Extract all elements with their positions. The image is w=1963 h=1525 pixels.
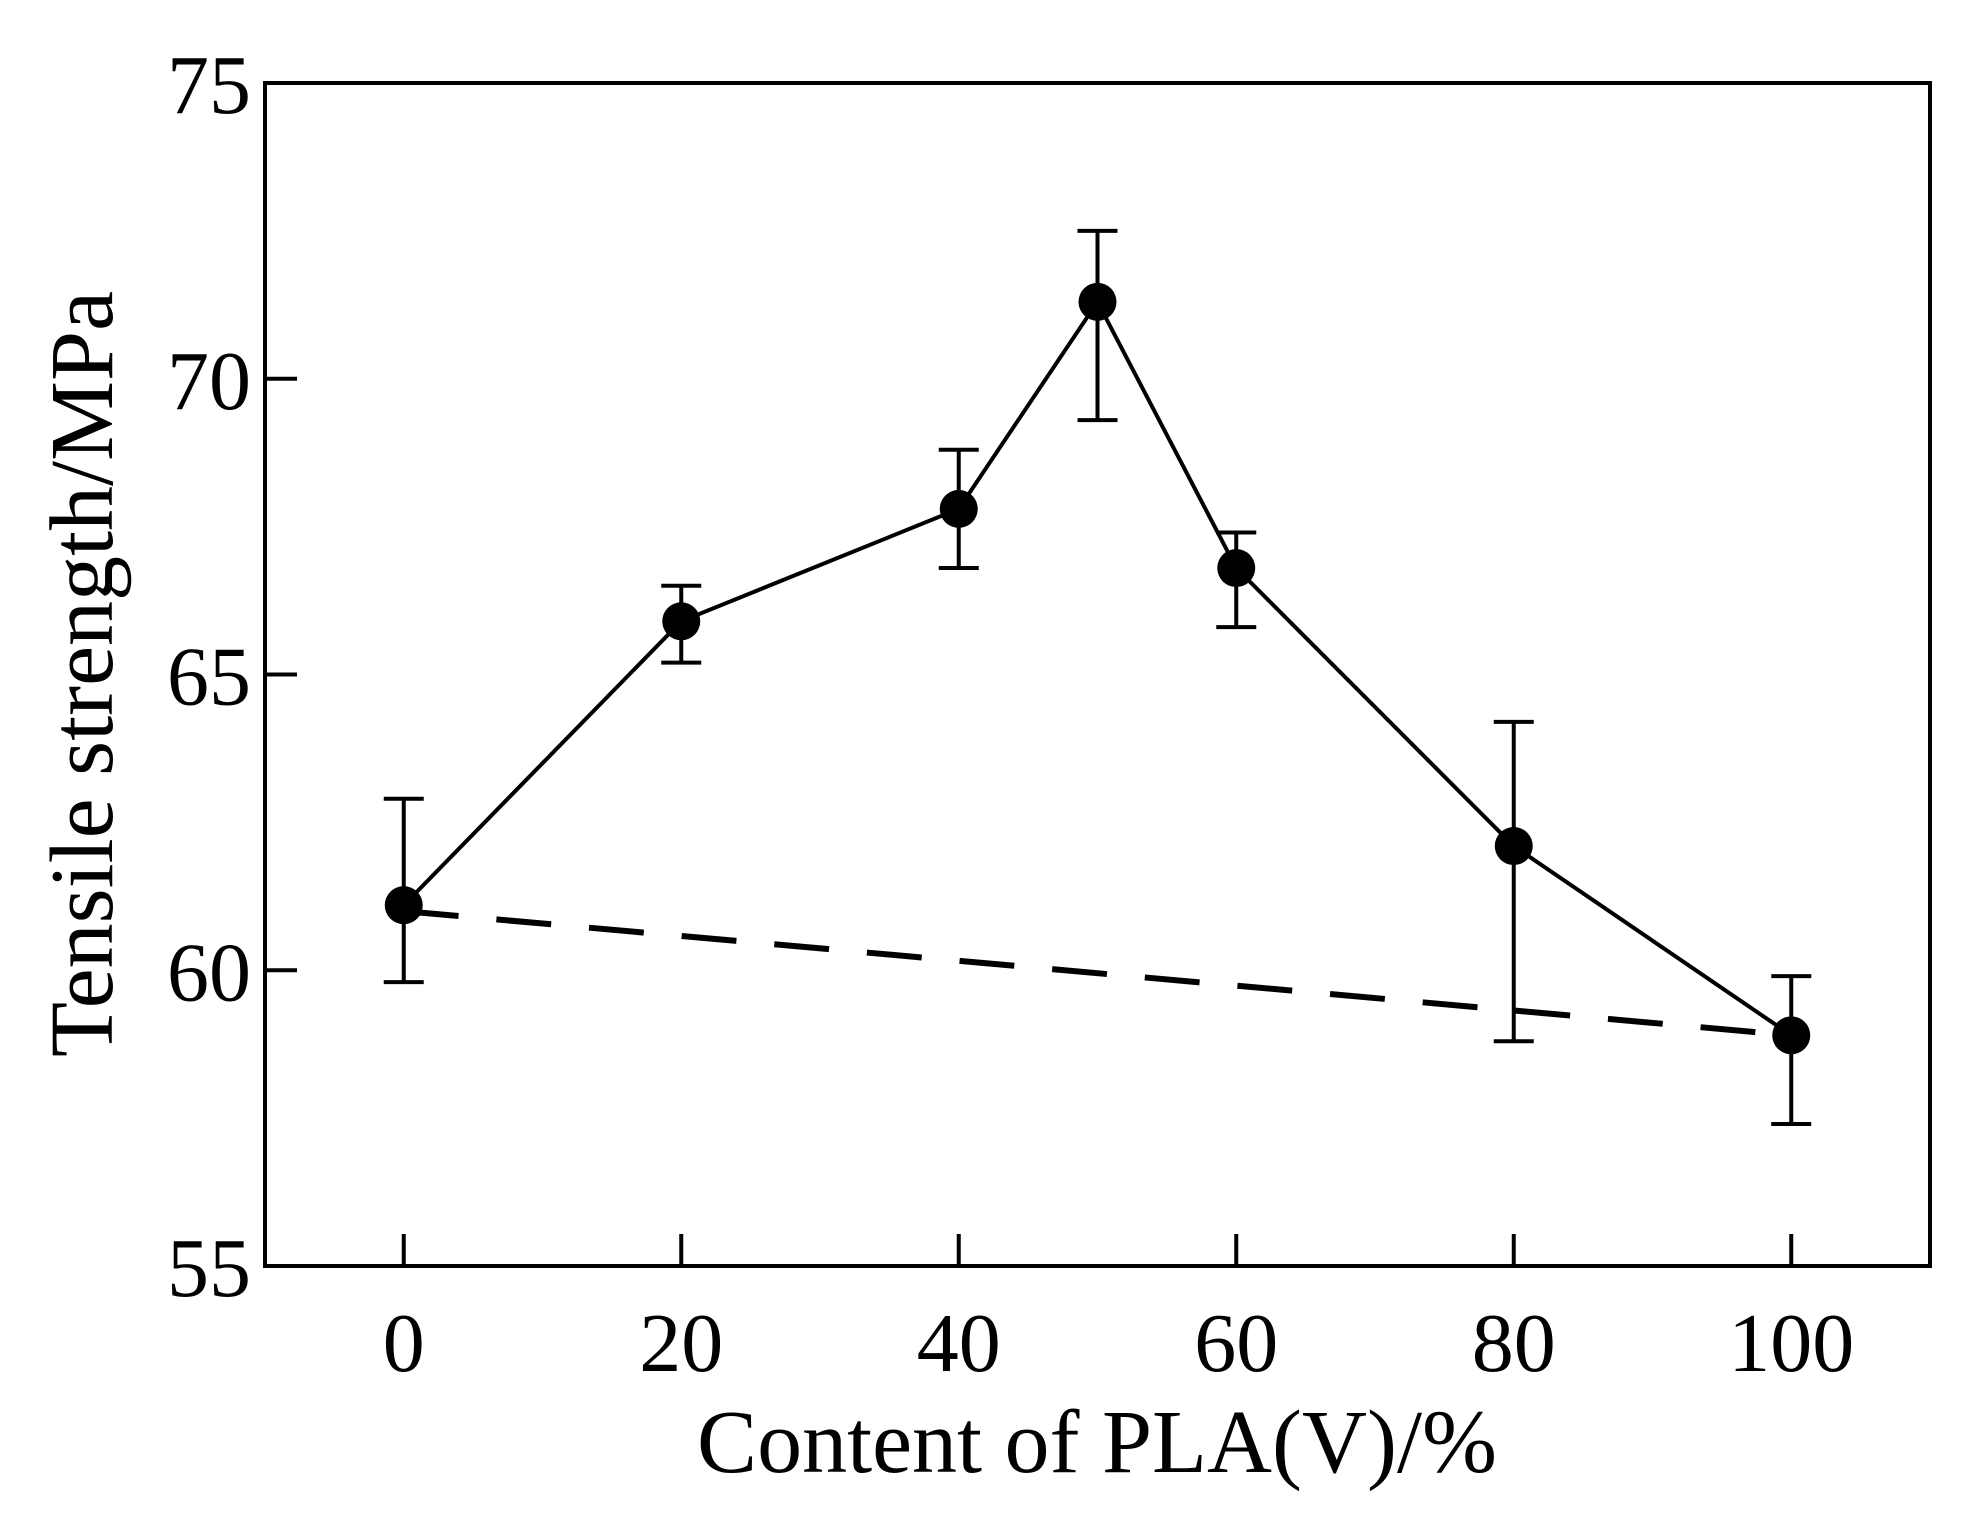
y-axis-title: Tensile strength/MPa <box>33 291 132 1057</box>
data-point <box>384 886 423 925</box>
data-markers <box>384 282 1811 1055</box>
x-tick-label: 100 <box>1728 1297 1854 1390</box>
x-tick-label: 0 <box>383 1297 425 1390</box>
x-axis-title: Content of PLA(V)/% <box>697 1393 1497 1492</box>
data-point <box>1494 827 1533 866</box>
x-tick-label: 80 <box>1472 1297 1556 1390</box>
x-axis-ticks: 0 20 40 60 80 100 <box>383 1234 1854 1390</box>
dashed-series-path <box>403 908 1792 1039</box>
y-tick-label: 60 <box>167 926 251 1019</box>
data-point <box>939 489 978 528</box>
data-point <box>662 602 701 641</box>
error-bars <box>383 228 1812 1127</box>
data-point <box>1772 1016 1811 1055</box>
y-tick-label: 70 <box>167 335 251 428</box>
y-tick-label: 55 <box>167 1222 251 1315</box>
y-tick-label: 65 <box>167 631 251 724</box>
dashed-reference-line <box>403 908 1792 1039</box>
y-axis-ticks: 55 60 65 70 75 <box>167 39 297 1315</box>
x-tick-label: 40 <box>917 1297 1001 1390</box>
data-point <box>1217 549 1256 588</box>
data-point <box>1078 282 1117 321</box>
x-tick-label: 60 <box>1194 1297 1278 1390</box>
y-tick-label: 75 <box>167 39 251 132</box>
x-tick-label: 20 <box>639 1297 723 1390</box>
